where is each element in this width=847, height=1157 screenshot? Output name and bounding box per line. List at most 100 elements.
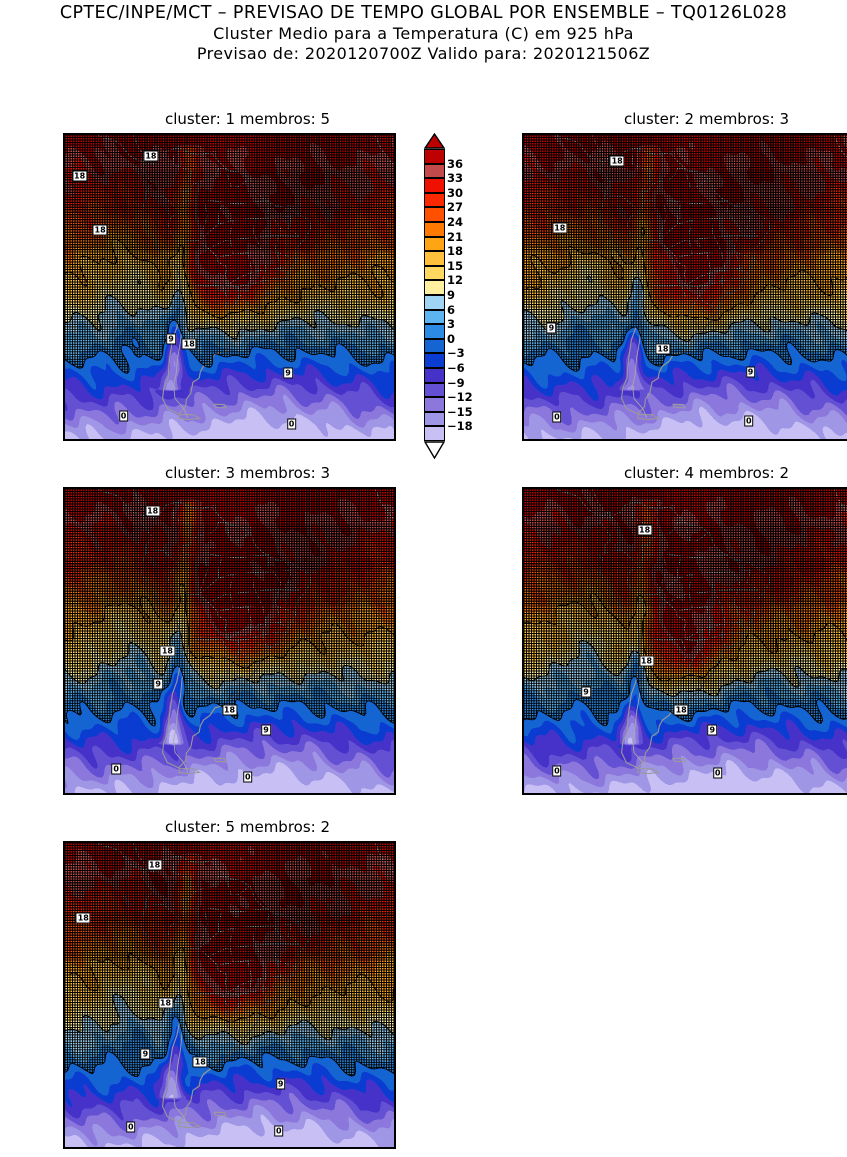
colorbar-swatch-2 — [424, 178, 445, 193]
x-axis-tick — [219, 793, 220, 795]
y-axis-tick — [522, 338, 524, 339]
y-axis-tick — [63, 651, 65, 652]
x-axis-tick — [219, 439, 220, 441]
contour-label-0: 0 — [287, 418, 297, 429]
x-axis-tick — [182, 1147, 183, 1149]
y-axis-tick — [63, 944, 65, 945]
y-axis-tick — [63, 631, 65, 632]
y-axis-tick — [522, 631, 524, 632]
contour-label-0: 0 — [552, 765, 562, 776]
x-axis-tick — [109, 793, 110, 795]
y-axis-tick — [63, 155, 65, 156]
contour-label-18: 18 — [93, 225, 108, 236]
x-axis-tick — [145, 1147, 146, 1149]
y-axis-tick — [63, 753, 65, 754]
y-axis-tick — [63, 671, 65, 672]
x-axis-tick — [365, 439, 366, 441]
contour-label-18: 18 — [674, 704, 689, 715]
contour-label-0: 0 — [552, 412, 562, 423]
y-axis-tick — [522, 671, 524, 672]
y-axis-tick — [522, 317, 524, 318]
y-axis-tick — [63, 530, 65, 531]
y-axis-tick — [63, 236, 65, 237]
colorbar-swatch-3 — [424, 193, 445, 208]
colorbar-tick--12: −12 — [447, 390, 473, 404]
map-plot-cluster-3[interactable]: 181818990015N10N5NEQ5S10S15S20S25S30S35S… — [63, 487, 396, 795]
y-axis-tick — [63, 793, 65, 794]
x-axis-tick — [109, 1147, 110, 1149]
contour-label-9: 9 — [746, 367, 756, 378]
contour-label-18: 18 — [182, 339, 197, 350]
map-plot-cluster-4[interactable]: 181818990015N10N5NEQ5S10S15S20S25S30S35S… — [522, 487, 847, 795]
colorbar-swatch-7 — [424, 251, 445, 266]
contour-label-9: 9 — [708, 725, 718, 736]
contour-label-18: 18 — [76, 913, 91, 924]
x-axis-tick — [292, 793, 293, 795]
colorbar-swatch-1 — [424, 164, 445, 179]
y-axis-tick — [522, 236, 524, 237]
contour-label-0: 0 — [713, 767, 723, 778]
header-line-times: Previsao de: 2020120700Z Valido para: 20… — [0, 44, 847, 64]
colorbar-tick-36: 36 — [447, 157, 463, 171]
x-axis-tick — [72, 793, 73, 795]
map-plot-cluster-5[interactable]: 18181818990015N10N5NEQ5S10S15S20S25S30S3… — [63, 841, 396, 1149]
colorbar-swatch-17 — [424, 397, 445, 412]
x-axis-tick — [787, 439, 788, 441]
y-axis-tick — [63, 570, 65, 571]
y-axis-tick — [63, 924, 65, 925]
colorbar-swatch-4 — [424, 207, 445, 222]
colorbar-swatch-8 — [424, 266, 445, 281]
map-plot-cluster-1[interactable]: 18181818990015N10N5NEQ5S10S15S20S25S30S3… — [63, 133, 396, 441]
x-axis-tick — [365, 1147, 366, 1149]
contour-label-18: 18 — [145, 506, 160, 517]
colorbar-tick-3: 3 — [447, 317, 455, 331]
map-plot-cluster-2[interactable]: 181818990015N10N5NEQ5S10S15S20S25S30S35S… — [522, 133, 847, 441]
x-axis-tick — [255, 793, 256, 795]
x-axis-tick — [678, 439, 679, 441]
y-axis-tick — [63, 358, 65, 359]
contour-label-9: 9 — [166, 333, 176, 344]
contour-label-18: 18 — [610, 156, 625, 167]
x-axis-tick — [568, 793, 569, 795]
y-axis-tick — [63, 439, 65, 440]
y-axis-tick — [63, 1025, 65, 1026]
header-line-model: CPTEC/INPE/MCT – PREVISAO DE TEMPO GLOBA… — [0, 3, 847, 24]
y-axis-tick — [63, 135, 65, 136]
y-axis-tick — [522, 530, 524, 531]
x-axis-tick — [72, 439, 73, 441]
y-axis-tick — [522, 297, 524, 298]
x-axis-tick — [714, 439, 715, 441]
x-axis-tick — [328, 1147, 329, 1149]
x-axis-tick — [292, 1147, 293, 1149]
y-axis-tick — [522, 439, 524, 440]
contour-label-18: 18 — [72, 170, 87, 181]
x-axis-tick — [568, 439, 569, 441]
colorbar-swatch-18 — [424, 412, 445, 427]
y-axis-tick — [522, 651, 524, 652]
colorbar-swatch-13 — [424, 339, 445, 354]
x-axis-tick — [328, 793, 329, 795]
y-axis-tick — [63, 257, 65, 258]
x-axis-tick — [145, 439, 146, 441]
y-axis-tick — [522, 196, 524, 197]
x-axis-tick — [182, 793, 183, 795]
y-axis-tick — [63, 419, 65, 420]
contour-label-18: 18 — [193, 1056, 208, 1067]
y-axis-tick — [522, 753, 524, 754]
x-axis-tick — [751, 793, 752, 795]
x-axis-tick — [145, 793, 146, 795]
x-axis-tick — [531, 439, 532, 441]
x-axis-tick — [751, 439, 752, 441]
contour-label-18: 18 — [655, 343, 670, 354]
contour-label-9: 9 — [276, 1079, 286, 1090]
colorbar-swatch-0 — [424, 149, 445, 164]
contour-label-9: 9 — [261, 725, 271, 736]
x-axis-tick — [255, 1147, 256, 1149]
colorbar-tick-12: 12 — [447, 273, 463, 287]
x-axis-tick — [641, 793, 642, 795]
y-axis-tick — [522, 793, 524, 794]
y-axis-tick — [522, 611, 524, 612]
colorbar-swatch-10 — [424, 295, 445, 310]
colorbar-tick-30: 30 — [447, 186, 463, 200]
contour-label-0: 0 — [243, 771, 253, 782]
